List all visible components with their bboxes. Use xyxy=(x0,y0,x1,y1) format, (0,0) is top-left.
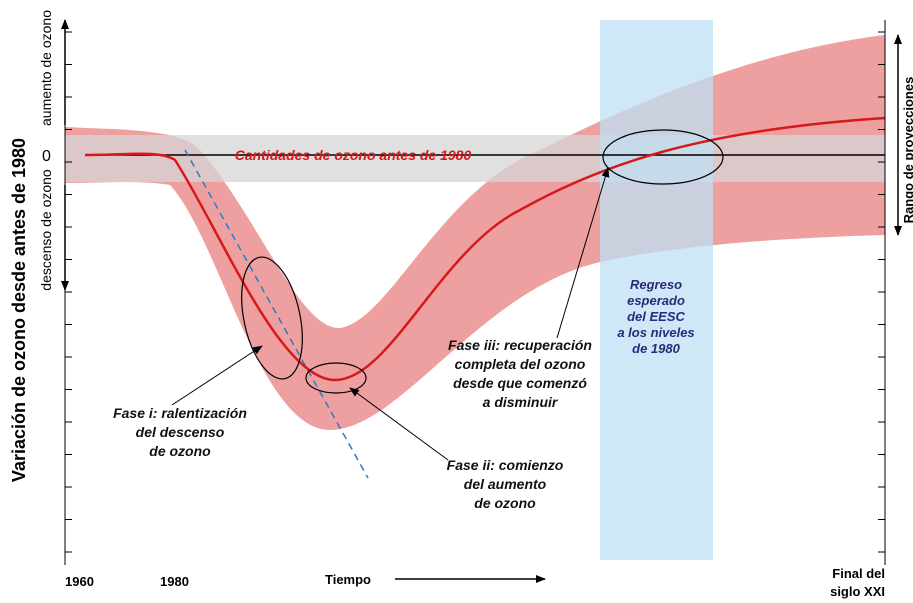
phase-line: Fase ii: comienzo xyxy=(447,457,564,473)
zero-label: 0 xyxy=(42,148,51,165)
phase-line: de ozono xyxy=(474,495,536,511)
x-end-label: Final del xyxy=(832,566,885,581)
y-axis-title: Variación de ozono desde antes de 1980 xyxy=(9,138,29,482)
x-label: 1980 xyxy=(160,574,189,589)
phase-line: del descenso xyxy=(136,424,225,440)
eesc-line: de 1980 xyxy=(632,341,680,356)
decorations xyxy=(61,19,902,583)
x-axis-title: Tiempo xyxy=(325,572,371,587)
decline-trend xyxy=(184,149,369,479)
x-end-label: siglo XXI xyxy=(830,584,885,599)
y-upper-label: aumento de ozono xyxy=(38,10,54,126)
y-lower-label: descenso de ozono xyxy=(38,169,54,291)
eesc-line: esperado xyxy=(627,293,685,308)
pre-1980-band xyxy=(65,135,885,182)
x-label: 1960 xyxy=(65,574,94,589)
eesc-line: del EESC xyxy=(627,309,685,324)
phase-i-ring xyxy=(241,256,303,380)
eesc-band xyxy=(600,20,713,560)
baseline-label: Cantidades de ozono antes de 1980 xyxy=(235,147,472,163)
phase-line: a disminuir xyxy=(483,394,559,410)
phase-line: completa del ozono xyxy=(455,356,586,372)
phase-line: Fase i: ralentización xyxy=(113,405,247,421)
phase-line: Fase iii: recuperación xyxy=(448,337,592,353)
phase-line: de ozono xyxy=(149,443,211,459)
right-label: Rango de proyecciones xyxy=(901,77,913,224)
arrow xyxy=(171,345,263,406)
phase-iii-ring xyxy=(602,129,724,185)
eesc-line: a los niveles xyxy=(617,325,694,340)
arrow xyxy=(556,167,610,339)
ozone-curve xyxy=(84,116,886,382)
phase-line: del aumento xyxy=(464,476,547,492)
arrow xyxy=(349,387,449,461)
phase-labels: Fase i: ralentización del descenso de ozon… xyxy=(113,337,592,511)
phase-line: desde que comenzó xyxy=(453,375,587,391)
eesc-line: Regreso xyxy=(630,277,682,292)
phase-ii-ring xyxy=(305,362,367,394)
